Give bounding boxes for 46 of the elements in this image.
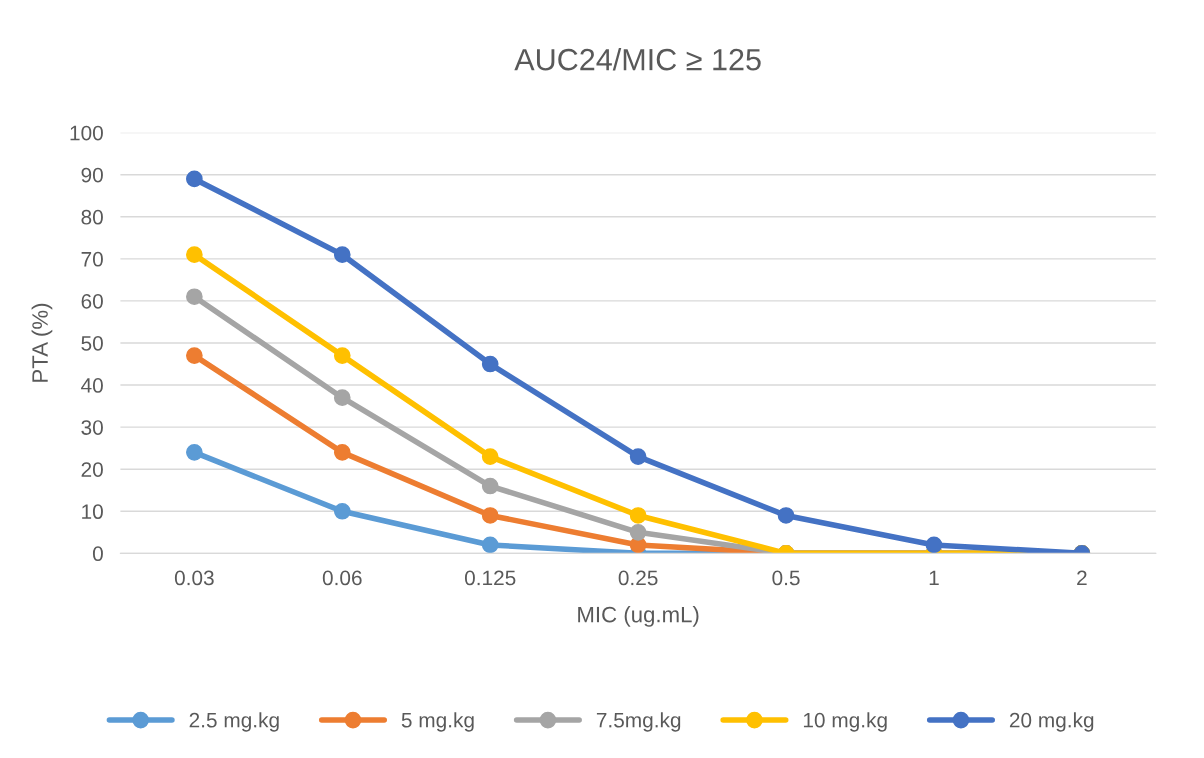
point — [333, 389, 351, 407]
x-axis-title: MIC (ug.mL) — [578, 606, 699, 627]
point — [925, 536, 943, 554]
point — [481, 536, 499, 554]
legend-label: 20 mg.kg — [1009, 712, 1094, 732]
y-tick-label: 0 — [92, 546, 103, 562]
y-tick-label: 40 — [81, 378, 103, 393]
legend-label: 10 mg.kg — [803, 712, 887, 732]
x-tick-label: 2 — [1077, 570, 1087, 586]
point — [481, 355, 499, 373]
y-tick-label: 70 — [81, 251, 103, 267]
point — [186, 444, 203, 461]
x-tick-label: 1 — [929, 570, 939, 586]
y-axis-title: PTA (%) — [31, 303, 53, 382]
x-tick-label: 0.5 — [772, 570, 800, 586]
point — [186, 288, 203, 306]
y-tick-label: 30 — [81, 420, 103, 435]
y-tick-label: 20 — [81, 462, 103, 477]
point — [481, 448, 499, 465]
point — [481, 477, 499, 495]
y-tick-label: 10 — [82, 504, 103, 520]
point — [333, 246, 351, 263]
y-tick-label: 60 — [81, 293, 103, 309]
chart-title: AUC24/MIC ≥ 125 — [514, 48, 761, 71]
y-tick-label: 50 — [81, 336, 103, 351]
x-tick-label: 0.03 — [174, 570, 214, 586]
point — [186, 246, 203, 263]
x-tick-label: 0.25 — [618, 570, 658, 586]
point — [629, 523, 647, 541]
y-tick-label: 100 — [70, 125, 103, 141]
point — [777, 507, 795, 524]
point — [333, 347, 351, 364]
point — [481, 507, 499, 524]
point — [186, 347, 203, 364]
point — [629, 448, 647, 465]
x-tick-label: 0.125 — [464, 570, 516, 586]
point — [186, 170, 203, 188]
legend-label: 2.5 mg.kg — [189, 712, 279, 732]
y-tick-label: 90 — [81, 167, 103, 183]
legend-label: 5 mg.kg — [401, 712, 474, 732]
point — [629, 507, 647, 524]
legend-label: 7.5mg.kg — [596, 712, 681, 732]
point — [333, 444, 351, 461]
y-tick-label: 80 — [81, 209, 103, 225]
point — [333, 502, 351, 520]
x-tick-label: 0.06 — [322, 570, 362, 586]
